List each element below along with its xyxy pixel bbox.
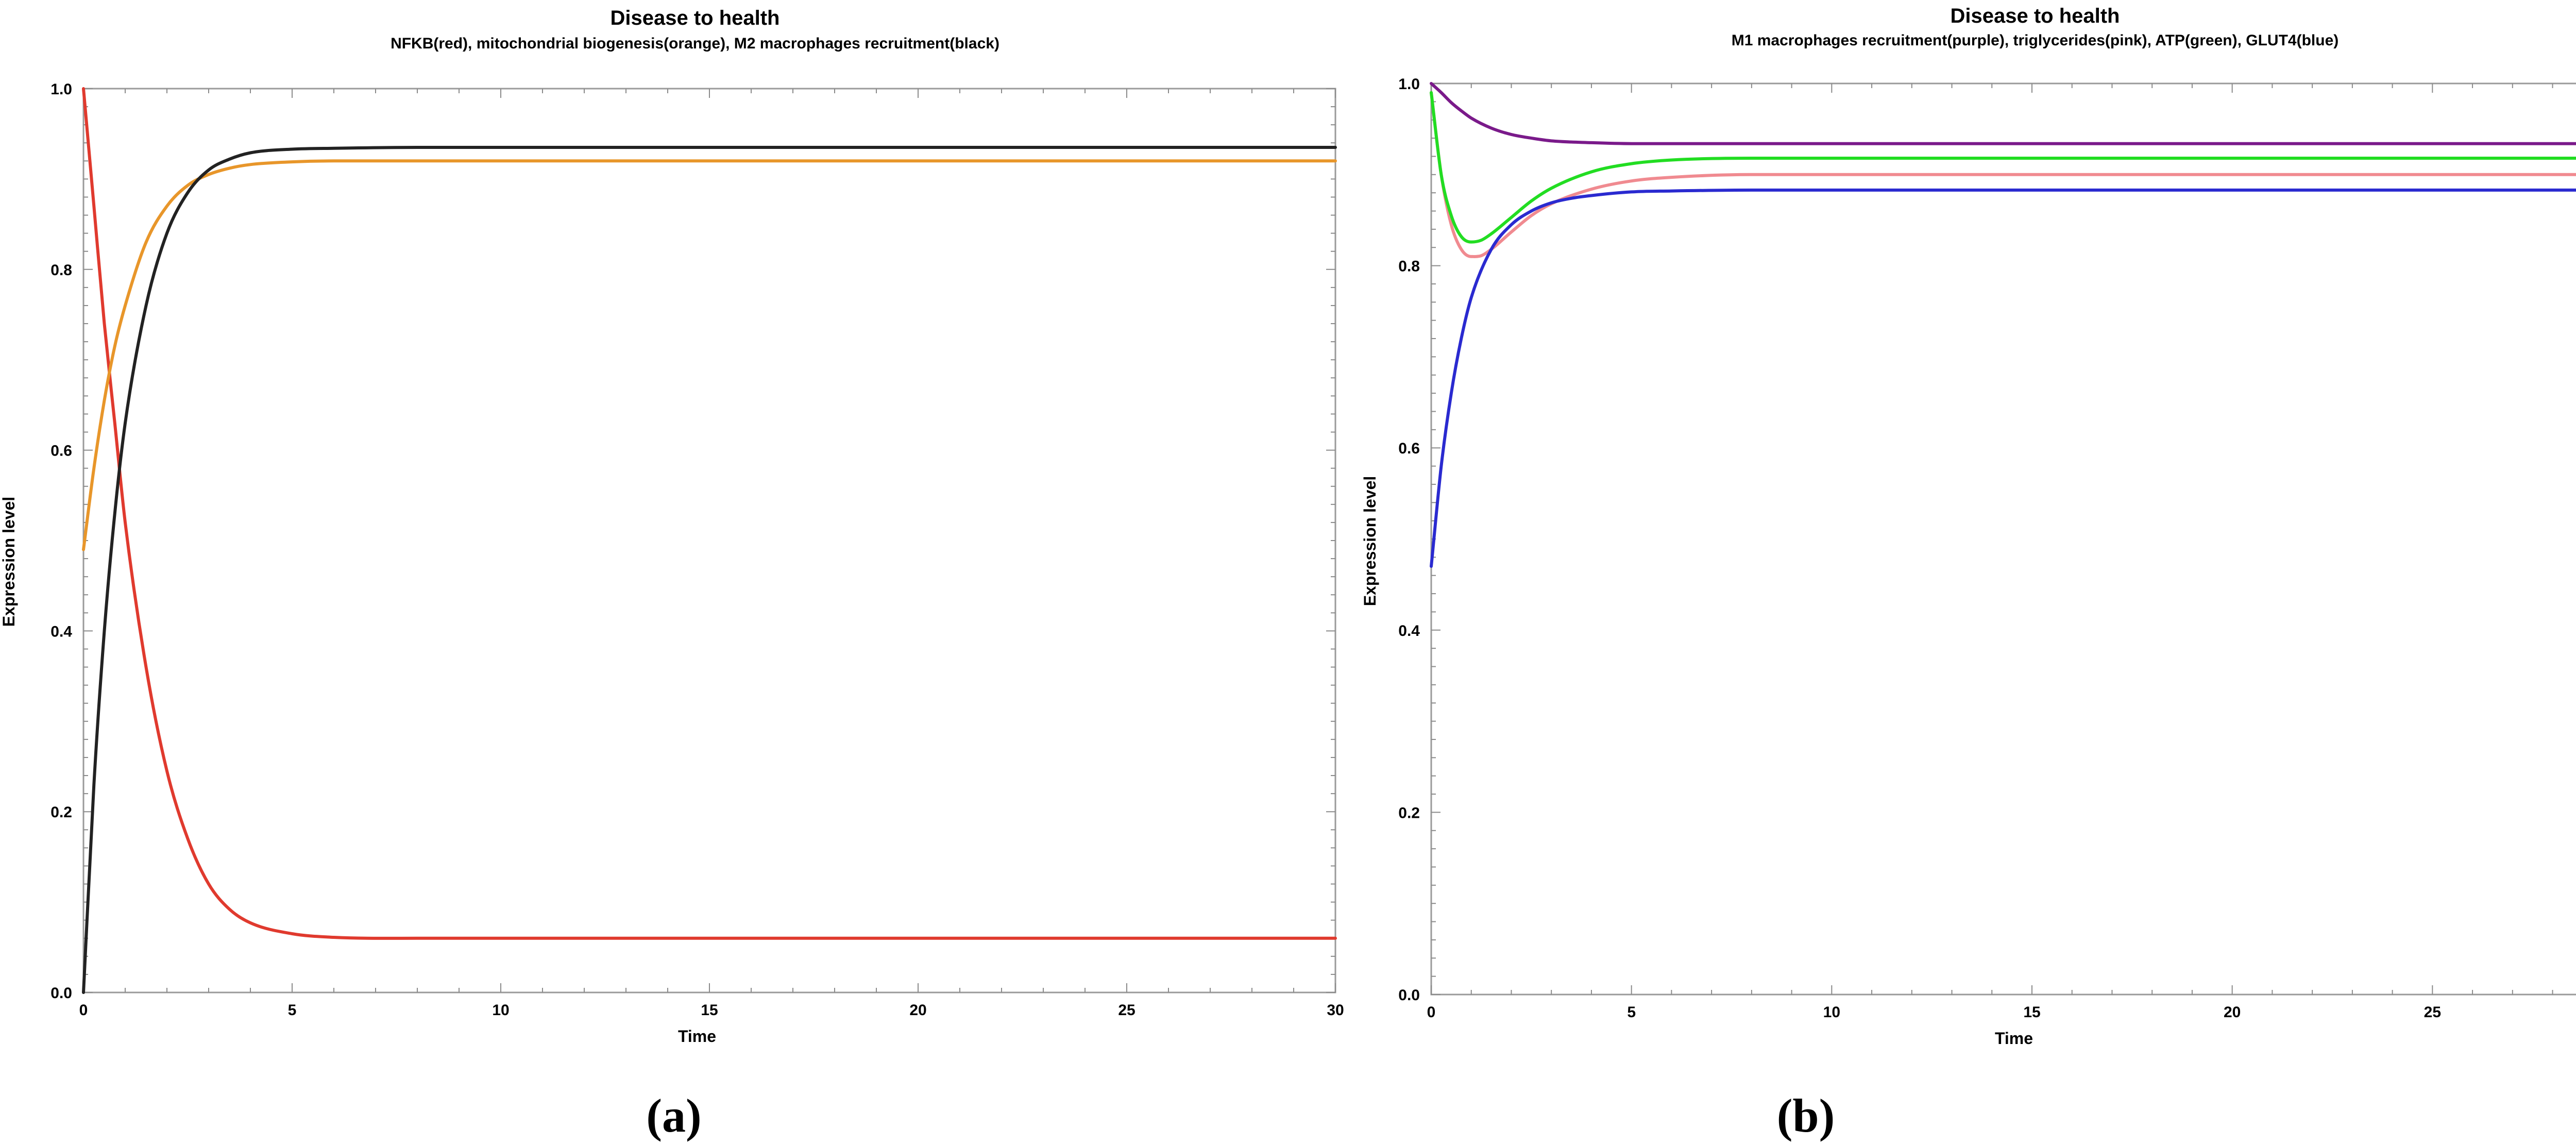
series-line-3 bbox=[1430, 188, 2576, 568]
chart-subtitle: M1 macrophages recruitment(purple), trig… bbox=[1732, 32, 2339, 49]
y-tick-label: 0.8 bbox=[1398, 258, 1420, 275]
x-tick-label: 5 bbox=[288, 1002, 297, 1019]
x-tick-label: 0 bbox=[79, 1002, 88, 1019]
y-tick-label: 0.4 bbox=[1398, 622, 1420, 639]
chart-panel-b: Disease to health M1 macrophages recruit… bbox=[1361, 5, 2576, 1142]
x-tick-label: 15 bbox=[2023, 1004, 2040, 1021]
x-tick-label: 15 bbox=[701, 1002, 718, 1019]
x-tick-label: 10 bbox=[1823, 1004, 1840, 1021]
x-tick-label: 30 bbox=[1327, 1002, 1344, 1019]
series-line-2 bbox=[82, 145, 1337, 994]
panel-label: (b) bbox=[1777, 1089, 1835, 1142]
y-tick-label: 0.2 bbox=[1398, 804, 1420, 821]
panel-label: (a) bbox=[646, 1089, 701, 1142]
y-axis-title: Expression level bbox=[0, 497, 18, 627]
x-axis-title: Time bbox=[1995, 1029, 2033, 1048]
series-line-1 bbox=[1430, 91, 2576, 258]
x-tick-label: 10 bbox=[492, 1002, 509, 1019]
plot-frame bbox=[82, 88, 1336, 994]
y-tick-label: 1.0 bbox=[50, 81, 72, 98]
chart-title: Disease to health bbox=[1950, 5, 2120, 27]
y-tick-label: 0.2 bbox=[50, 804, 72, 821]
chart-subtitle: NFKB(red), mitochondrial biogenesis(oran… bbox=[391, 35, 999, 52]
y-axis-title: Expression level bbox=[1361, 476, 1379, 607]
y-tick-label: 0.0 bbox=[50, 985, 72, 1002]
series-line-1 bbox=[82, 159, 1337, 551]
x-tick-label: 20 bbox=[2224, 1004, 2241, 1021]
y-tick-label: 0.6 bbox=[1398, 440, 1420, 457]
y-tick-label: 0.8 bbox=[50, 262, 72, 279]
x-tick-label: 5 bbox=[1627, 1004, 1636, 1021]
series-line-2 bbox=[1430, 91, 2576, 244]
x-tick-label: 0 bbox=[1427, 1004, 1436, 1021]
x-tick-label: 25 bbox=[1118, 1002, 1135, 1019]
chart-title: Disease to health bbox=[610, 7, 779, 29]
x-tick-label: 20 bbox=[909, 1002, 926, 1019]
chart-panel-a: Disease to health NFKB(red), mitochondri… bbox=[0, 7, 1344, 1142]
series-line-0 bbox=[82, 87, 1337, 940]
plot-frame bbox=[1430, 82, 2576, 996]
y-tick-label: 0.6 bbox=[50, 443, 72, 460]
y-tick-label: 0.4 bbox=[50, 623, 72, 640]
x-tick-label: 25 bbox=[2424, 1004, 2441, 1021]
x-axis-title: Time bbox=[678, 1027, 716, 1046]
series-line-0 bbox=[1430, 82, 2576, 145]
y-tick-label: 0.0 bbox=[1398, 987, 1420, 1004]
y-tick-label: 1.0 bbox=[1398, 76, 1420, 93]
